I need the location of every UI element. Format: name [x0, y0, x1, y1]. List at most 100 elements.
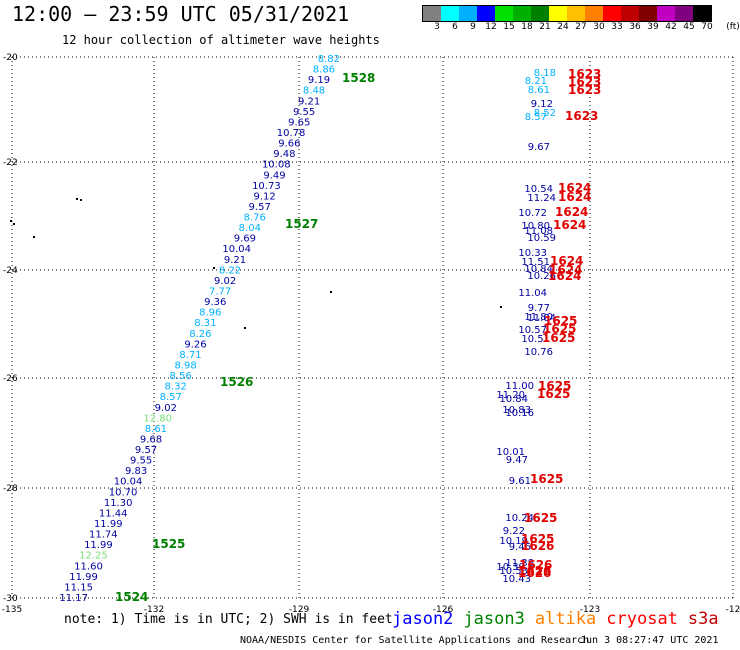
legend-swatch	[549, 6, 567, 21]
swh-value: 11.24	[527, 193, 556, 204]
legend-swatch	[621, 6, 639, 21]
swh-value: 10.76	[524, 347, 553, 358]
swh-value: 11.99	[94, 519, 123, 530]
pass-time: 1623	[568, 75, 601, 89]
legend-swatch	[603, 6, 621, 21]
swh-value: 8.18	[534, 68, 556, 79]
map-grid	[11, 56, 734, 599]
pass-time: 1626	[521, 539, 554, 553]
island-dot	[80, 199, 82, 201]
legend-tick: 70	[701, 22, 713, 32]
swh-value: 9.69	[234, 234, 256, 245]
swh-value: 10.72	[518, 208, 547, 219]
pass-time: 1527	[285, 217, 318, 231]
swh-value: 9.61	[509, 476, 531, 487]
footer-note: note: 1) Time is in UTC; 2) SWH is in fe…	[64, 612, 393, 627]
swh-value: 12.80	[143, 413, 172, 424]
swh-value: 11.17	[59, 593, 88, 604]
legend-tick: 21	[539, 22, 551, 32]
swh-value: 12.25	[79, 551, 108, 562]
pass-time: 1625	[544, 314, 577, 328]
swh-value: 9.77	[528, 303, 550, 314]
swh-value: 10.53	[499, 566, 528, 577]
swh-value: 9.48	[273, 149, 295, 160]
pass-time: 1623	[565, 109, 598, 123]
satellite-label: altika	[534, 609, 597, 629]
legend-tick: 9	[470, 22, 476, 32]
pass-time: 1626	[518, 566, 551, 580]
satellite-label: jason3	[463, 609, 525, 629]
swh-value: 9.65	[288, 117, 310, 128]
lon-label: -129	[289, 605, 310, 615]
legend-tick: 3	[434, 22, 440, 32]
swh-value: 8.57	[525, 112, 547, 123]
swh-value: 9.57	[249, 202, 271, 213]
swh-value: 9.21	[298, 96, 320, 107]
chart-subtitle: 12 hour collection of altimeter wave hei…	[62, 33, 380, 47]
pass-time: 1626	[519, 558, 552, 572]
legend-tick: 27	[575, 22, 587, 32]
swh-value: 9.83	[125, 466, 147, 477]
lon-label: -126	[433, 605, 454, 615]
pass-time: 1625	[530, 472, 563, 486]
swh-value: 9.12	[253, 191, 275, 202]
lat-label: -24	[3, 266, 18, 276]
pass-time: 1624	[549, 263, 582, 277]
swh-value: 10.80	[521, 221, 550, 232]
lon-label: -135	[2, 605, 22, 615]
island-dot	[10, 220, 12, 222]
lat-label: -20	[3, 53, 18, 63]
pass-time: 1624	[558, 190, 591, 204]
legend-swatch	[477, 6, 495, 21]
pass-time: 1625	[542, 331, 575, 345]
island-dot	[213, 267, 215, 269]
swh-value: 8.61	[145, 424, 167, 435]
swh-value: 9.67	[528, 142, 550, 153]
swh-value: 10.33	[518, 248, 547, 259]
legend-swatch	[459, 6, 477, 21]
legend-swatch	[675, 6, 693, 21]
legend-swatch	[585, 6, 603, 21]
swh-value: 11.99	[69, 572, 98, 583]
swh-value: 10.84	[524, 264, 553, 275]
swh-value: 11.74	[89, 530, 118, 541]
pass-time: 1624	[553, 218, 586, 232]
color-legend	[422, 5, 712, 22]
legend-swatch	[693, 6, 711, 21]
pass-time: 1624	[550, 254, 583, 268]
satellite-legend: jason2 jason3 altika cryosat s3a	[392, 609, 729, 629]
swh-value: 9.02	[214, 276, 236, 287]
swh-value: 8.76	[244, 213, 266, 224]
island-dot	[13, 223, 15, 225]
swh-value: 8.56	[169, 371, 191, 382]
pass-time: 1624	[548, 269, 581, 283]
swh-value: 11.04	[518, 288, 547, 299]
swh-value: 10.04	[114, 477, 143, 488]
swh-value: 8.52	[534, 108, 556, 119]
swh-value: 8.57	[160, 392, 182, 403]
island-dot	[244, 327, 246, 329]
swh-value: 11.44	[99, 508, 128, 519]
swh-value: 10.84	[499, 394, 528, 405]
swh-value: 11.00	[505, 381, 534, 392]
legend-tick: 39	[647, 22, 659, 32]
swh-value: 10.73	[252, 181, 281, 192]
lat-label: -26	[3, 374, 18, 384]
swh-value: 8.48	[303, 86, 325, 97]
swh-value: 9.36	[204, 297, 226, 308]
pass-time: 1525	[152, 537, 185, 551]
pass-time: 1624	[558, 181, 591, 195]
pass-time: 1625	[537, 387, 570, 401]
legend-tick: 45	[683, 22, 695, 32]
swh-value: 10.54	[524, 184, 553, 195]
swh-value: 10.16	[505, 408, 534, 419]
lon-label: -132	[144, 605, 164, 615]
lon-label: -123	[580, 605, 600, 615]
swh-value: 10.51	[521, 334, 550, 345]
swh-value: 11.38	[505, 558, 534, 569]
swh-value: 10.24	[505, 513, 534, 524]
swh-value: 9.22	[503, 526, 525, 537]
swh-value: 7.77	[209, 287, 231, 298]
swh-value: 10.83	[502, 405, 531, 416]
swh-value: 11.99	[84, 540, 113, 551]
